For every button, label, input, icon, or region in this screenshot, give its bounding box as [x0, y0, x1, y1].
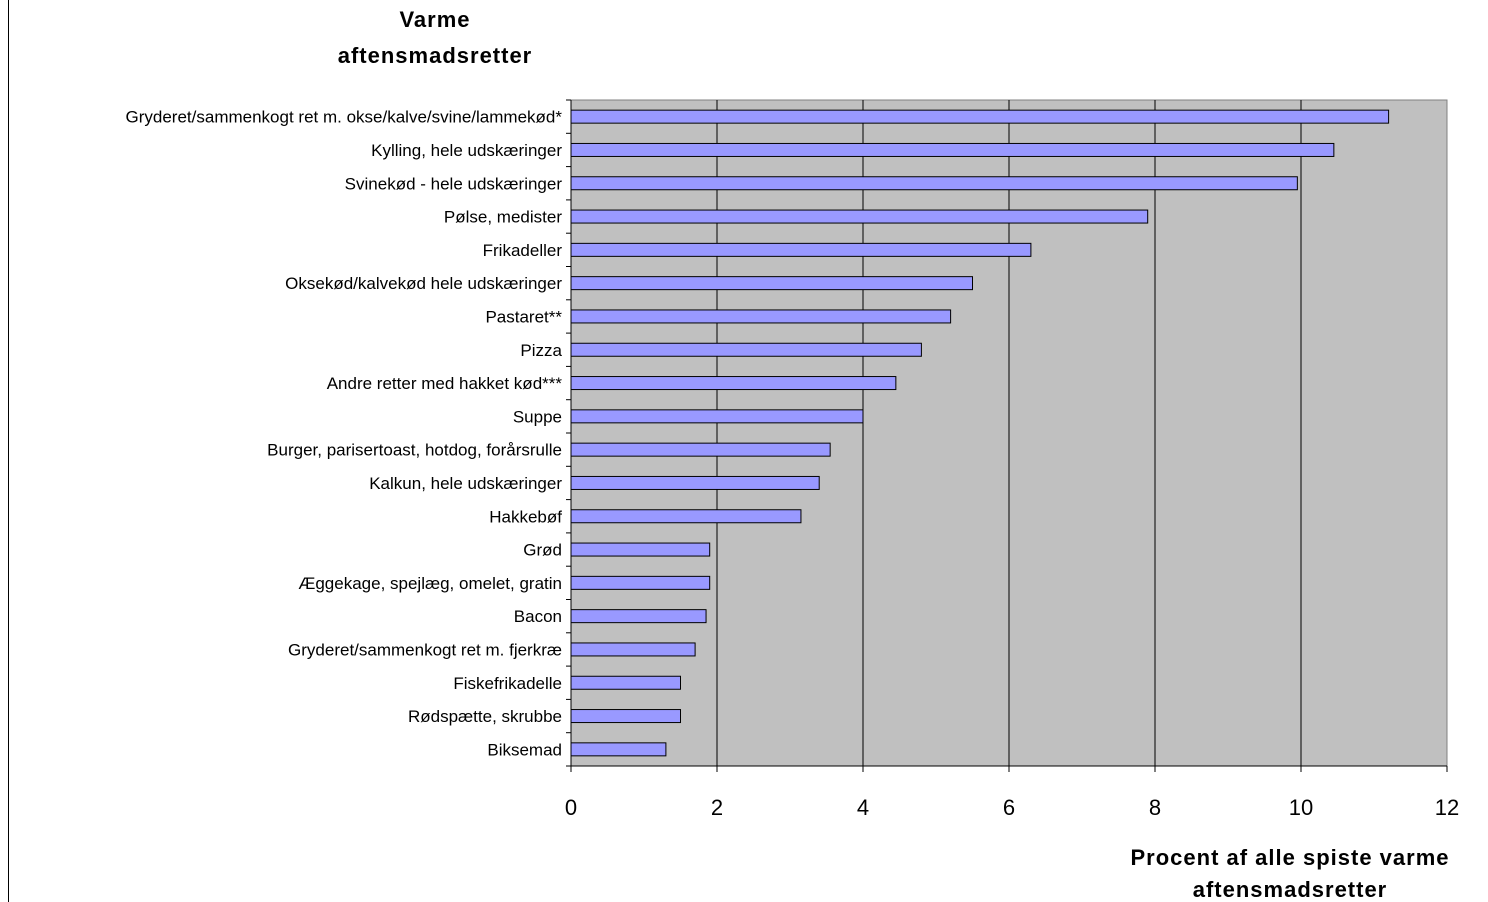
bar-10: [570, 442, 831, 457]
bar-19: [570, 742, 667, 757]
category-label-11: Kalkun, hele udskæringer: [369, 474, 562, 493]
category-label-14: Æggekage, spejlæg, omelet, gratin: [298, 574, 562, 593]
category-label-7: Pizza: [520, 341, 562, 360]
bar-8: [570, 376, 897, 391]
bar-18: [570, 709, 681, 724]
y-axis-ticks: [566, 99, 571, 767]
x-tick-labels: 0 2 4 6 8 10 12: [565, 795, 1459, 820]
x-axis-ticks: [570, 766, 1448, 772]
category-label-6: Pastaret**: [485, 307, 562, 326]
bar-6: [570, 309, 952, 324]
category-label-19: Biksemad: [487, 740, 562, 759]
chart-title-line-2: aftensmadsretter: [338, 43, 533, 68]
bar-2: [570, 176, 1298, 191]
category-label-13: Grød: [523, 541, 562, 560]
category-label-0: Gryderet/sammenkogt ret m. okse/kalve/sv…: [126, 108, 563, 127]
category-label-8: Andre retter med hakket kød***: [327, 374, 563, 393]
bar-11: [570, 475, 820, 490]
category-label-9: Suppe: [513, 407, 562, 426]
category-label-16: Gryderet/sammenkogt ret m. fjerkræ: [288, 640, 562, 659]
category-label-3: Pølse, medister: [444, 208, 562, 227]
bar-7: [570, 342, 922, 357]
category-label-18: Rødspætte, skrubbe: [408, 707, 562, 726]
x-axis-title-line-1: Procent af alle spiste varme: [1130, 845, 1449, 870]
category-label-5: Oksekød/kalvekød hele udskæringer: [285, 274, 562, 293]
x-tick-label-2: 4: [857, 795, 869, 820]
category-label-1: Kylling, hele udskæringer: [371, 141, 562, 160]
bar-1: [570, 142, 1335, 157]
bar-3: [570, 209, 1149, 224]
bar-0: [570, 109, 1390, 124]
x-tick-label-0: 0: [565, 795, 577, 820]
category-label-2: Svinekød - hele udskæringer: [345, 174, 563, 193]
category-label-10: Burger, parisertoast, hotdog, forårsrull…: [267, 441, 562, 460]
category-label-4: Frikadeller: [483, 241, 563, 260]
x-tick-label-1: 2: [711, 795, 723, 820]
x-tick-label-4: 8: [1149, 795, 1161, 820]
bar-13: [570, 542, 711, 557]
chart-title-line-1: Varme: [399, 7, 470, 32]
bar-14: [570, 575, 711, 590]
x-tick-label-3: 6: [1003, 795, 1015, 820]
bar-17: [570, 675, 681, 690]
bar-12: [570, 509, 802, 524]
x-axis-title-line-2: aftensmadsretter: [1193, 877, 1388, 902]
category-label-12: Hakkebøf: [489, 507, 562, 526]
category-labels: Gryderet/sammenkogt ret m. okse/kalve/sv…: [126, 108, 563, 760]
bars: [570, 109, 1390, 757]
bar-5: [570, 276, 973, 291]
x-tick-label-6: 12: [1435, 795, 1459, 820]
category-label-15: Bacon: [514, 607, 562, 626]
x-tick-label-5: 10: [1289, 795, 1313, 820]
bar-16: [570, 642, 696, 657]
category-label-17: Fiskefrikadelle: [453, 674, 562, 693]
bar-4: [570, 242, 1032, 257]
bar-15: [570, 609, 707, 624]
bar-9: [570, 409, 864, 424]
page-left-border: [8, 0, 9, 902]
